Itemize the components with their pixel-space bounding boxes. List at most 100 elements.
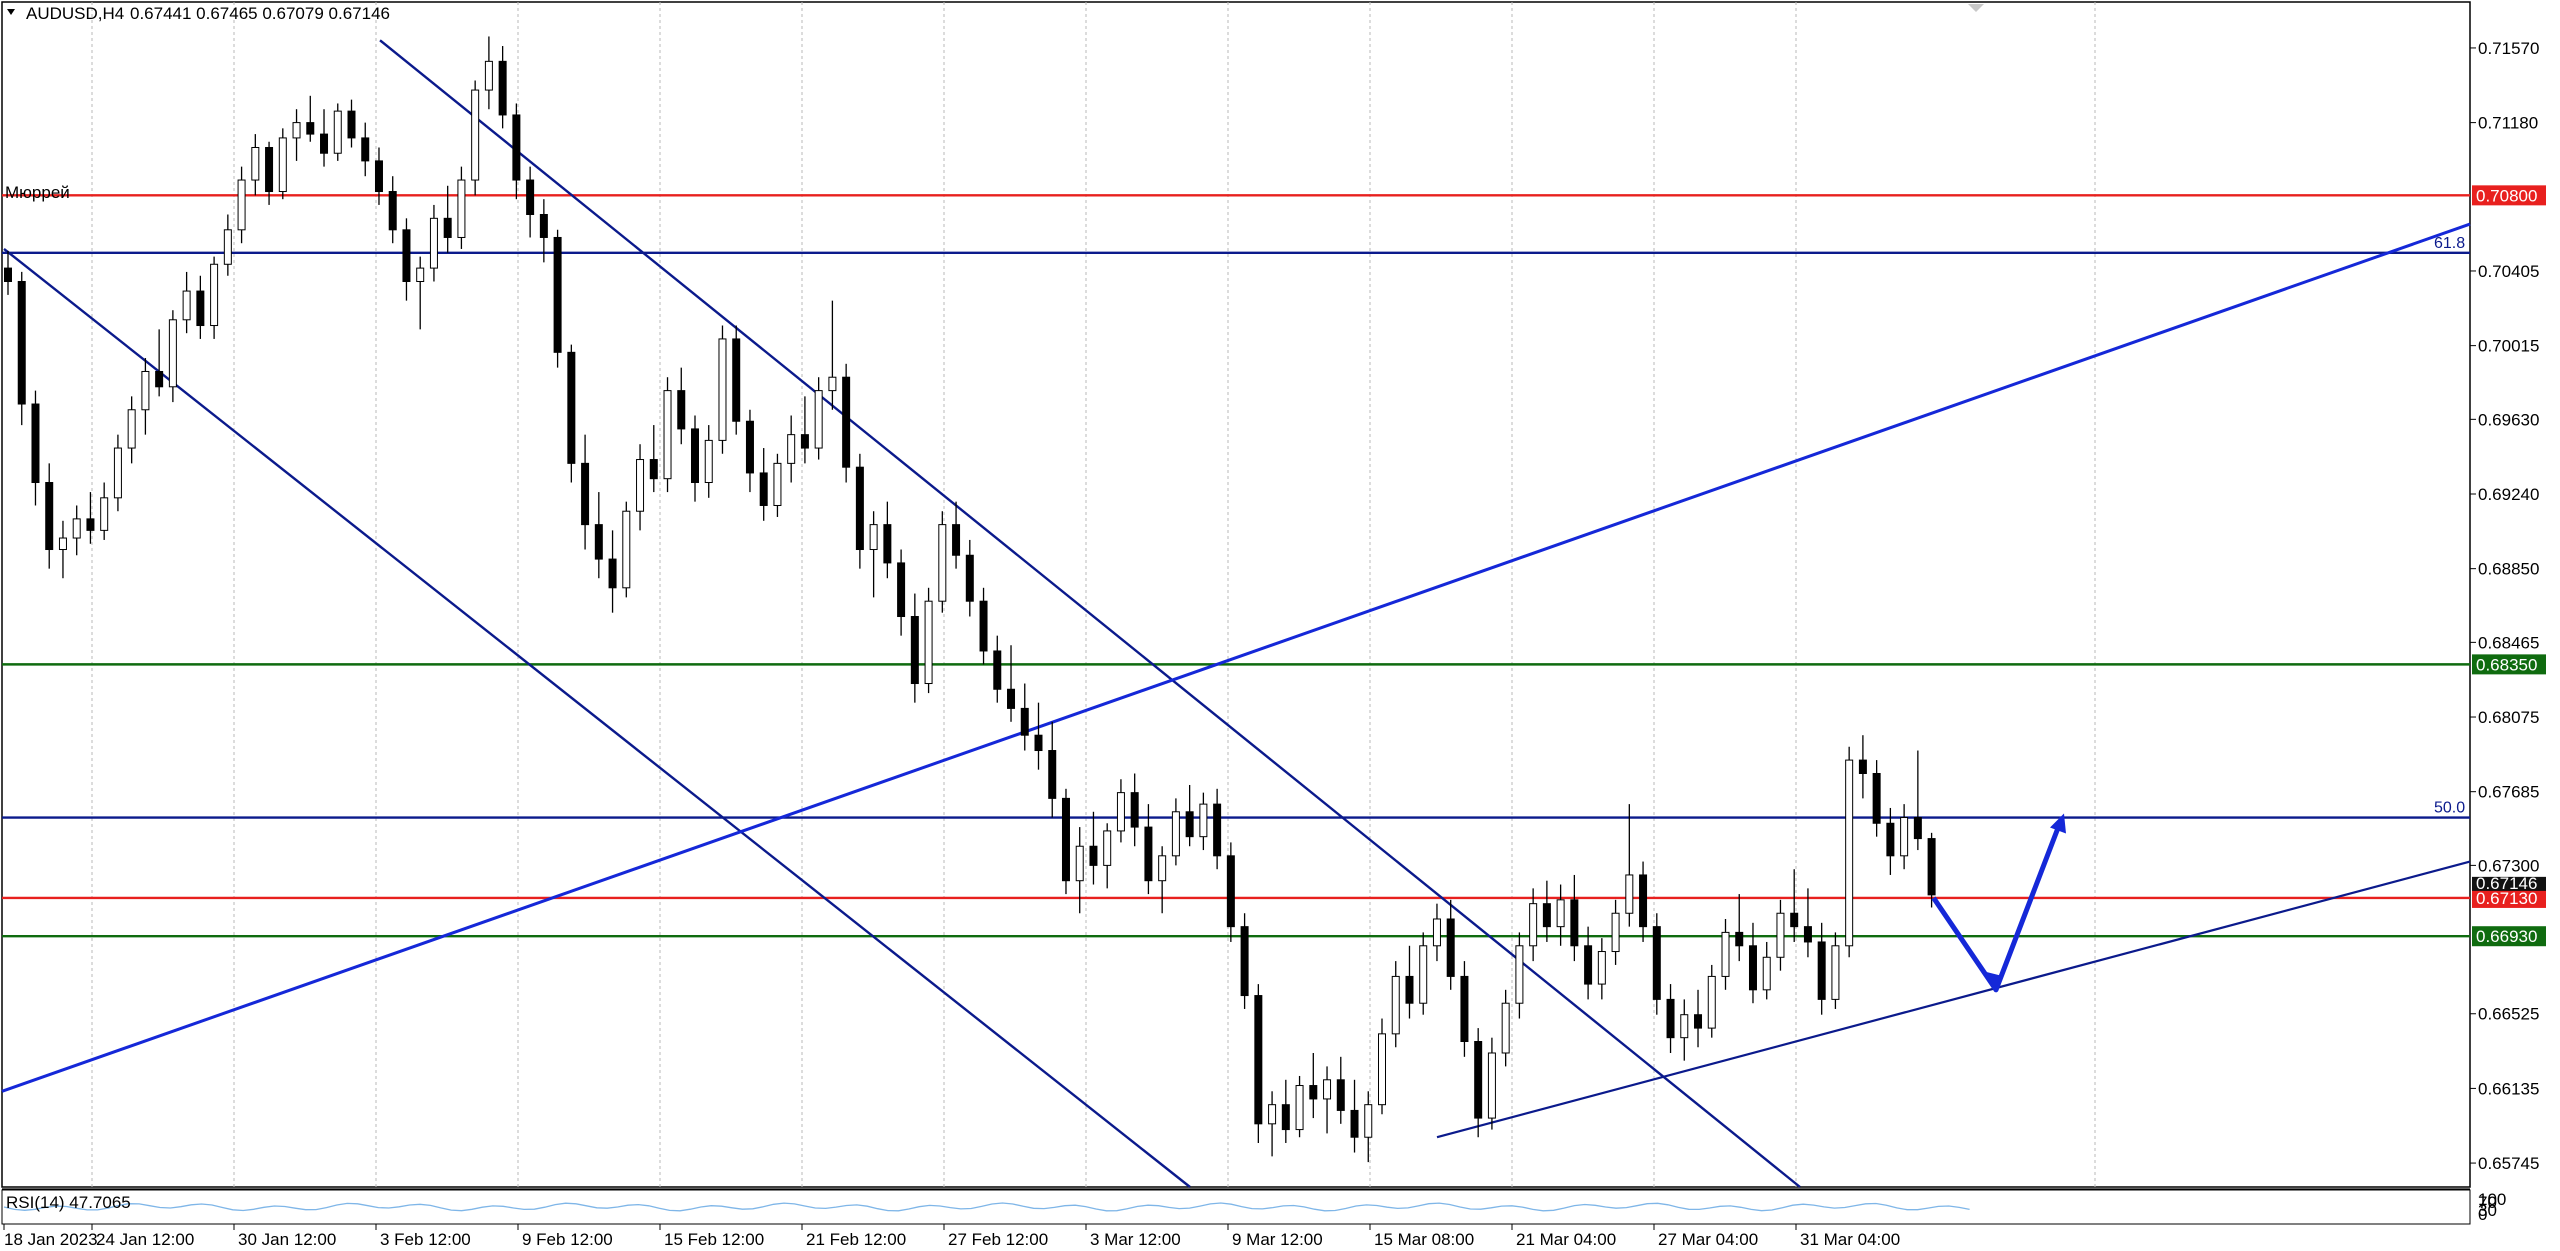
level-badge-label: 0.67130 (2476, 889, 2537, 908)
candle-body-up (828, 376, 837, 392)
candle (1597, 938, 1606, 1000)
trendlines (1, 39, 2471, 1188)
candle (72, 505, 81, 556)
candle-body-up (814, 390, 823, 449)
candle (17, 271, 26, 426)
candle-body-up (1900, 817, 1909, 857)
candle-body-up (1116, 792, 1125, 832)
candle (608, 530, 617, 613)
level-badge (2472, 654, 2546, 675)
price-tick-label: 0.70405 (2478, 262, 2539, 281)
rsi-scale-top: 100 (2478, 1190, 2506, 1209)
menu-triangle-icon[interactable] (7, 9, 15, 15)
candle (965, 539, 974, 617)
candle-body-down (347, 110, 356, 139)
candle (1213, 788, 1222, 870)
level-badge (2472, 926, 2546, 947)
candle (594, 492, 603, 579)
candle-body-down (1652, 926, 1661, 1000)
candle (1858, 735, 1867, 799)
candle (1020, 683, 1029, 751)
candle-body-down (1748, 945, 1757, 991)
candle (58, 520, 67, 579)
candle (1350, 1079, 1359, 1153)
price-axis: 0.71570 0.71180 0.70405 0.70015 0.69630 0.692… (2470, 39, 2539, 1173)
candle (498, 46, 507, 129)
candle (45, 463, 54, 569)
candle (1776, 899, 1785, 971)
candle (1460, 961, 1469, 1057)
candle (883, 501, 892, 579)
arrowhead-down-icon (1986, 971, 2002, 992)
candle (1666, 984, 1675, 1053)
candle-body-down (17, 280, 26, 405)
candle (1034, 702, 1043, 770)
candle-body-down (993, 650, 1002, 690)
candle (182, 271, 191, 334)
time-tick-label: 3 Mar 12:00 (1090, 1230, 1181, 1249)
candle-body-down (1130, 792, 1139, 828)
candle-body-up (1625, 874, 1634, 914)
candle-body-down (31, 403, 40, 484)
candle-body-up (663, 390, 672, 480)
candle-body-down (1309, 1085, 1318, 1100)
candle (1556, 884, 1565, 946)
candle-body-up (1171, 811, 1180, 857)
candle (1158, 846, 1167, 914)
candle-body-up (141, 370, 150, 411)
candle (512, 103, 521, 200)
candle-body-up (1364, 1104, 1373, 1138)
candle-body-up (1295, 1085, 1304, 1131)
candle (1185, 784, 1194, 847)
trendline[interactable] (379, 39, 1801, 1188)
candle (141, 358, 150, 435)
candle (100, 482, 109, 540)
candle-body-down (1446, 918, 1455, 977)
current-price-badge (2472, 876, 2546, 891)
candle-body-down (1336, 1079, 1345, 1111)
candle-body-down (1350, 1109, 1359, 1138)
candle (347, 99, 356, 148)
level-badge-label: 0.66930 (2476, 927, 2537, 946)
indicator-label: Мюррей (5, 183, 70, 202)
trendline[interactable] (3, 248, 1191, 1188)
candle-body-down (1639, 874, 1648, 928)
candle-body-up (704, 439, 713, 484)
candle-body-down (196, 290, 205, 327)
candle (223, 214, 232, 276)
candle-body-down (45, 482, 54, 551)
trendline[interactable] (1436, 860, 2471, 1139)
candle-body-down (1061, 797, 1070, 882)
candle (1748, 922, 1757, 1004)
candle (759, 448, 768, 521)
candle (1432, 903, 1441, 962)
shift-marker-icon[interactable] (1968, 4, 1984, 12)
candle-body-up (1075, 845, 1084, 882)
level-badge (2472, 887, 2546, 908)
candle (910, 593, 919, 703)
candle (581, 434, 590, 550)
candle (1707, 964, 1716, 1038)
plot-frame (1, 1, 2471, 1188)
candle (1446, 899, 1455, 990)
candle (732, 325, 741, 435)
candle-body-down (374, 160, 383, 193)
ohlc-readout: 0.67441 0.67465 0.67079 0.67146 (130, 4, 390, 23)
candle (1845, 746, 1854, 958)
candle-body-up (1378, 1033, 1386, 1106)
time-tick-label: 15 Mar 08:00 (1374, 1230, 1474, 1249)
time-tick-label: 15 Feb 12:00 (664, 1230, 764, 1249)
trendline[interactable] (1, 222, 2471, 1093)
candle (677, 367, 686, 445)
candle-body-down (1185, 811, 1194, 838)
candle-body-down (388, 191, 397, 231)
candle (278, 128, 287, 200)
candle-body-up (1721, 931, 1730, 977)
candle-body-down (1254, 995, 1263, 1125)
candle-body-down (1584, 945, 1593, 985)
candle-body-up (718, 338, 727, 441)
candle-body-up (1776, 912, 1785, 958)
candle (842, 363, 851, 483)
